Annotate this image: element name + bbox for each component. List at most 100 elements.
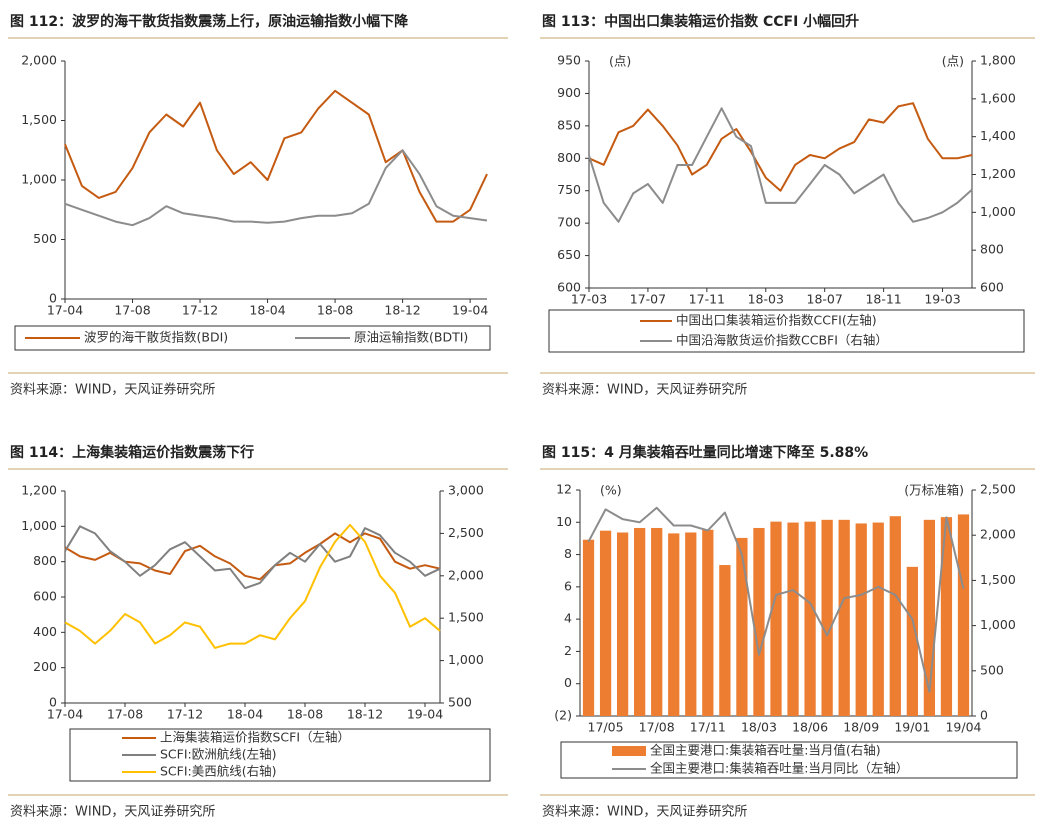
x-tick-label: 18-04 bbox=[227, 707, 263, 722]
y-tick-label: 200 bbox=[33, 659, 57, 674]
y2-tick-label: 800 bbox=[980, 242, 1004, 257]
y2-tick-label: 1,800 bbox=[980, 53, 1016, 68]
y2-tick-label: 1,600 bbox=[980, 90, 1016, 105]
bar bbox=[770, 521, 782, 716]
y-unit: (%) bbox=[600, 483, 622, 498]
source: 资料来源：WIND，天风证券研究所 bbox=[542, 804, 747, 820]
bar bbox=[787, 522, 799, 716]
x-tick-label: 18-08 bbox=[287, 707, 323, 722]
legend-swatch bbox=[612, 746, 646, 756]
bar bbox=[719, 565, 731, 716]
series-line bbox=[588, 107, 973, 223]
legend-box bbox=[14, 325, 491, 351]
y2-tick-label: 1,000 bbox=[980, 204, 1016, 219]
bar bbox=[821, 519, 833, 716]
x-tick-label: 19/04 bbox=[945, 720, 981, 735]
y-tick-label: 8 bbox=[564, 546, 572, 561]
y-tick-label: 4 bbox=[564, 611, 572, 626]
y2-tick-label: 2,500 bbox=[448, 525, 484, 540]
bar bbox=[889, 516, 901, 716]
bar bbox=[668, 533, 680, 716]
legend-label: SCFI:美西航线(右轴) bbox=[160, 764, 277, 779]
legend-label: 波罗的海干散货指数(BDI) bbox=[84, 330, 228, 345]
chart-title: 图 113：中国出口集装箱运价指数 CCFI 小幅回升 bbox=[542, 13, 859, 30]
y-tick-label: 650 bbox=[557, 247, 581, 262]
y-tick-label: 0 bbox=[564, 675, 572, 690]
source: 资料来源：WIND，天风证券研究所 bbox=[10, 382, 215, 398]
x-tick-label: 17-04 bbox=[47, 707, 83, 722]
y2-tick-label: 0 bbox=[980, 708, 988, 723]
y-tick-label: 800 bbox=[557, 150, 581, 165]
y2-tick-label: 1,000 bbox=[980, 617, 1016, 632]
series-line bbox=[64, 89, 488, 223]
x-tick-label: 18-07 bbox=[807, 292, 843, 307]
x-tick-label: 17/11 bbox=[690, 720, 726, 735]
legend-box bbox=[548, 309, 1025, 353]
x-tick-label: 17-12 bbox=[167, 707, 203, 722]
bar bbox=[702, 529, 714, 716]
y2-tick-label: 1,500 bbox=[980, 572, 1016, 587]
x-tick-label: 19-03 bbox=[924, 292, 960, 307]
y-tick-label: 950 bbox=[557, 53, 581, 68]
y-tick-label: 850 bbox=[557, 117, 581, 132]
x-tick-label: 18/03 bbox=[741, 720, 777, 735]
y-tick-label: 600 bbox=[557, 280, 581, 295]
legend-label: 中国沿海散货运价指数CCBFI（右轴） bbox=[676, 333, 888, 348]
series-line bbox=[64, 525, 441, 590]
bar bbox=[582, 539, 595, 716]
y2-tick-label: 2,000 bbox=[448, 567, 484, 582]
bar bbox=[616, 532, 629, 716]
bar bbox=[957, 514, 970, 716]
legend-label: 原油运输指数(BDTI) bbox=[354, 330, 468, 345]
source: 资料来源：WIND，天风证券研究所 bbox=[10, 804, 215, 820]
y-tick-label: 12 bbox=[556, 482, 572, 497]
y-tick-label: 800 bbox=[33, 553, 57, 568]
y2-tick-label: 2,000 bbox=[980, 527, 1016, 542]
bar bbox=[872, 522, 884, 716]
x-tick-label: 18-04 bbox=[249, 303, 285, 318]
x-tick-label: 19-04 bbox=[452, 303, 488, 318]
y-tick-label: 10 bbox=[556, 514, 572, 529]
series-line bbox=[64, 532, 441, 581]
series-line bbox=[64, 523, 441, 649]
x-tick-label: 18-03 bbox=[748, 292, 784, 307]
y-unit: (点) bbox=[609, 54, 631, 69]
series-line bbox=[64, 149, 488, 227]
y-tick-label: 1,200 bbox=[21, 483, 57, 498]
source: 资料来源：WIND，天风证券研究所 bbox=[542, 382, 747, 398]
bar bbox=[599, 530, 612, 716]
y-tick-label: 2 bbox=[564, 643, 572, 658]
legend-box bbox=[560, 741, 1018, 779]
bar bbox=[855, 523, 867, 716]
y2-tick-label: 1,000 bbox=[448, 652, 484, 667]
y2-tick-label: 500 bbox=[448, 695, 472, 710]
x-tick-label: 17/05 bbox=[588, 720, 624, 735]
y-tick-label: 1,500 bbox=[21, 112, 57, 127]
bar bbox=[804, 521, 816, 716]
legend-label: 中国出口集装箱运价指数CCFI(左轴) bbox=[676, 313, 877, 328]
y-tick-label: 0 bbox=[49, 291, 57, 306]
series-line bbox=[588, 102, 973, 192]
y2-tick-label: 1,200 bbox=[980, 166, 1016, 181]
bar bbox=[634, 527, 646, 716]
y-tick-label: 700 bbox=[557, 215, 581, 230]
x-tick-label: 18/09 bbox=[843, 720, 879, 735]
y-tick-label: 1,000 bbox=[21, 518, 57, 533]
legend-label: 全国主要港口:集装箱吞吐量:当月值(右轴) bbox=[650, 743, 881, 758]
x-tick-label: 18-12 bbox=[347, 707, 383, 722]
legend-label: 上海集装箱运价指数SCFI（左轴） bbox=[160, 730, 350, 745]
y-tick-label: 500 bbox=[33, 231, 57, 246]
chart-title: 图 114：上海集装箱运价指数震荡下行 bbox=[10, 444, 254, 461]
y-tick-label: 1,000 bbox=[21, 172, 57, 187]
y-tick-label: 2,000 bbox=[21, 53, 57, 68]
bar bbox=[838, 519, 850, 716]
legend-label: 全国主要港口:集装箱吞吐量:当月同比（左轴） bbox=[650, 761, 908, 776]
y2-tick-label: 500 bbox=[980, 662, 1004, 677]
legend-label: SCFI:欧洲航线(左轴) bbox=[160, 747, 277, 762]
chart-title: 图 112：波罗的海干散货指数震荡上行，原油运输指数小幅下降 bbox=[10, 13, 409, 30]
y-tick-label: 6 bbox=[564, 578, 572, 593]
x-tick-label: 17-11 bbox=[689, 292, 725, 307]
x-tick-label: 17-08 bbox=[114, 303, 150, 318]
bar bbox=[685, 532, 697, 716]
x-tick-label: 19/01 bbox=[894, 720, 930, 735]
